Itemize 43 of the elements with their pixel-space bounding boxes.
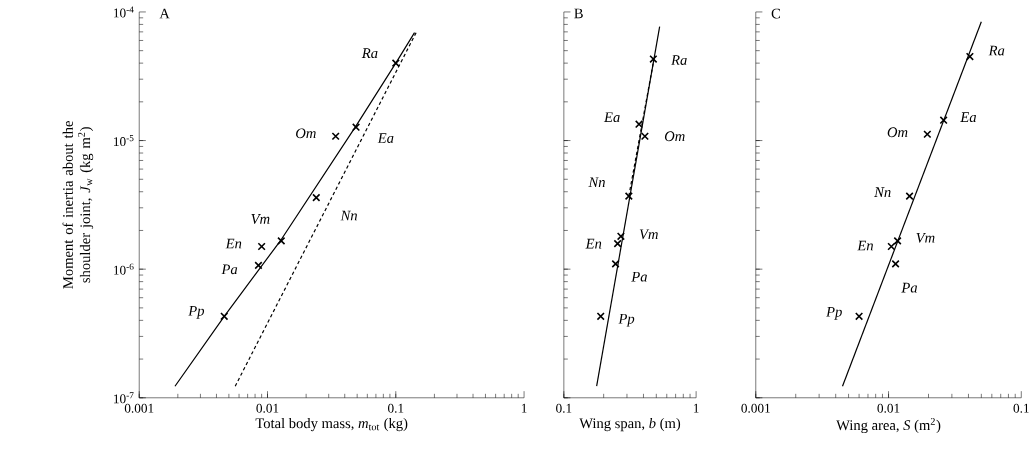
annotation: Ra: [671, 55, 687, 65]
annotation: Vm: [916, 232, 935, 243]
annotation: En: [857, 240, 873, 251]
x-tick-label: 0.01: [877, 403, 900, 413]
annotation: Pa: [631, 271, 647, 282]
annotation: Ea: [603, 112, 620, 122]
annotation: Pp: [826, 306, 842, 320]
chart-title: A: [159, 8, 170, 19]
x-tick-label: 1: [521, 403, 527, 413]
annotation: Pa: [901, 282, 918, 293]
annotation: Vm: [639, 229, 658, 240]
annotation: Pa: [221, 264, 238, 274]
annotation: Nn: [340, 210, 357, 221]
x-tick-label: 0.001: [124, 403, 154, 413]
annotation: En: [225, 238, 242, 249]
annotation: Pp: [188, 305, 205, 319]
annotation: Ra: [361, 48, 378, 58]
annotation: Om: [887, 127, 908, 137]
x-tick-label: 0.1: [388, 403, 404, 413]
chart-title: B: [574, 8, 583, 19]
annotation: Pp: [618, 313, 635, 327]
y-tick-label: 10$^{-6}$: [114, 263, 134, 275]
annotation: Vm: [251, 213, 270, 224]
annotation: Ea: [960, 112, 977, 122]
annotation: Om: [296, 128, 316, 138]
x-tick-label: 0.1: [556, 403, 572, 413]
annotation: Nn: [588, 177, 605, 187]
annotation: En: [585, 238, 602, 249]
x-axis-title: Wing span, b (m): [579, 417, 681, 431]
annotation: Om: [664, 131, 685, 141]
x-tick-label: 1: [693, 403, 699, 413]
y-tick-label: 10$^{-4}$: [114, 6, 134, 18]
y-tick-label: 10$^{-5}$: [114, 134, 134, 146]
chart-title: C: [771, 8, 780, 19]
x-tick-label: 0.001: [741, 403, 770, 413]
y-tick-label: 10$^{-7}$: [114, 392, 134, 404]
x-axis-title: Total body mass, m$_{tot}$ (kg): [255, 417, 408, 431]
x-tick-label: 0.1: [1013, 403, 1029, 413]
annotation: Ra: [988, 45, 1005, 56]
x-axis-title: Wing area, S (m$^{2}$): [836, 417, 941, 433]
annotation: Nn: [874, 187, 891, 197]
annotation: Ea: [377, 133, 394, 143]
x-tick-label: 0.01: [256, 403, 279, 413]
